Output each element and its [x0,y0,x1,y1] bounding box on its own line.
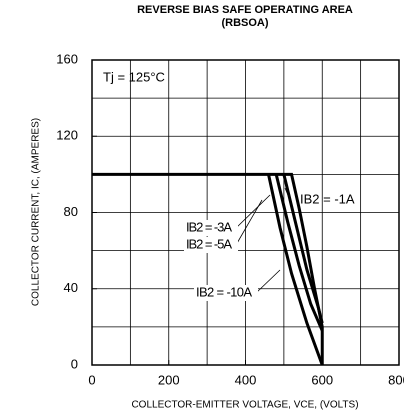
series-line [92,172,324,365]
label-bg [184,220,238,236]
series-line [274,174,324,332]
y-axis-label: COLLECTOR CURRENT, IC, (AMPERES) [31,118,42,306]
leader-line [235,194,271,229]
x-tick-label: 400 [235,372,257,387]
chart-subtitle: (RBSOA) [221,17,268,29]
y-tick-label: 40 [64,280,78,295]
legend-label: IB2 = -3A [186,219,232,234]
y-tick-label: 80 [64,204,78,219]
x-tick-label: 0 [88,372,95,387]
x-tick-label: 200 [158,372,180,387]
chart-title: REVERSE BIAS SAFE OPERATING AREA [137,4,353,16]
y-tick-label: 0 [71,356,78,371]
y-tick-label: 160 [56,51,78,66]
y-tick-label: 120 [56,128,78,143]
leader-line [255,269,281,294]
legend-label: IB2 = -1A [300,191,355,206]
series-line [267,174,324,366]
legend-label: IB2 = -10A [196,284,252,299]
annotation: Tj = 125°C [103,69,165,84]
x-tick-label: 800 [388,372,404,387]
series-line [282,174,324,324]
x-axis-label: COLLECTOR-EMITTER VOLTAGE, VCE, (VOLTS) [131,400,358,411]
x-tick-label: 600 [311,372,333,387]
label-bg [184,237,238,253]
leader-line [235,199,263,246]
legend-label: IB2 = -5A [186,236,232,251]
label-bg [194,285,258,301]
